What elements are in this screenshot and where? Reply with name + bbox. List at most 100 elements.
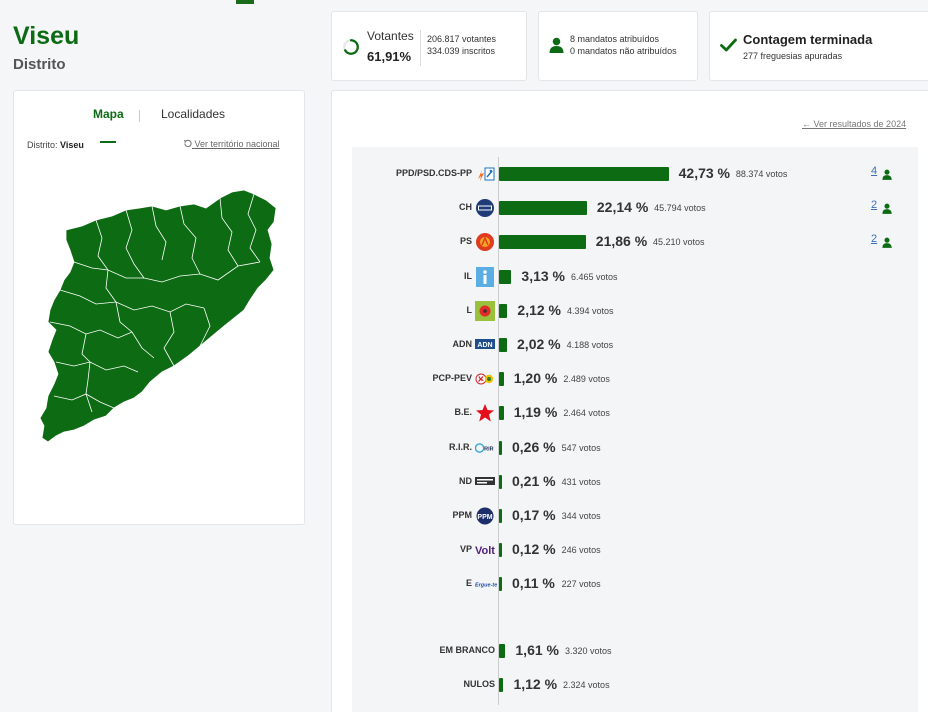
vote-count: 2.489 votos [563, 374, 610, 385]
svg-text:PPM: PPM [477, 514, 492, 521]
inscritos-count: 334.039 inscritos [427, 46, 496, 56]
votantes-card: Votantes 61,91% 206.817 votantes 334.039… [331, 11, 527, 81]
mandatos-card: 8 mandatos atribuídos 0 mandatos não atr… [538, 11, 698, 81]
rir-logo: RIR [474, 438, 495, 458]
vote-count: 2.324 votos [563, 680, 610, 690]
vote-percentage: 1,19 % [513, 404, 558, 421]
person-icon [882, 201, 892, 219]
district-shape[interactable] [39, 189, 277, 443]
vote-bar [499, 577, 502, 592]
turnout-progress-icon [343, 39, 359, 55]
vote-percentage: 0,17 % [512, 507, 556, 523]
ppm-logo: PPM [475, 506, 495, 526]
party-row: L 2,12 % 4.394 votos [352, 300, 918, 321]
party-row: PPD/PSD.CDS-PP 42,73 % 88.374 votos 4 [352, 164, 918, 184]
vote-percentage: 42,73 % [678, 165, 730, 181]
vote-bar [499, 303, 508, 318]
vote-percentage: 21,86 % [595, 233, 648, 250]
psd-cds-logo [475, 164, 495, 184]
chart-axis [498, 157, 499, 705]
vote-bar [499, 235, 586, 250]
vote-percentage: 1,20 % [513, 370, 558, 387]
top-accent-bar [236, 0, 254, 4]
vote-count: 6.465 votos [571, 271, 618, 282]
results-chart: PPD/PSD.CDS-PP 42,73 % 88.374 votos 4 CH 22,1… [352, 147, 918, 712]
tab-mapa[interactable]: Mapa [93, 107, 124, 121]
district-map[interactable] [34, 186, 280, 456]
ver-resultados-2024-link[interactable]: ← Ver resultados de 2024 [802, 119, 906, 129]
municipality-borders [49, 193, 261, 413]
vote-bar [499, 643, 506, 658]
party-name: L [466, 304, 473, 315]
seats-link[interactable]: 2 [871, 233, 878, 246]
vote-bar [499, 474, 502, 489]
party-row: ND 0,21 % 431 votos [352, 472, 918, 492]
party-name: E [465, 578, 472, 589]
vote-bar [499, 201, 587, 216]
party-row: NULOS 1,12 % 2.324 votos [352, 675, 918, 695]
ps-logo [475, 232, 495, 252]
ergue-te-logo: Ergue-te [475, 574, 497, 594]
vote-bar [499, 543, 502, 558]
contagem-sub: 277 freguesias apuradas [743, 51, 843, 61]
party-row: R.I.R. RIR 0,26 % 547 votos [352, 438, 918, 458]
vote-percentage: 0,21 % [512, 472, 556, 489]
ver-resultados-label: Ver resultados de 2024 [813, 119, 907, 129]
mandatos-atribuidos: 8 mandatos atribuídos [570, 34, 660, 44]
person-icon [549, 37, 564, 53]
party-row: E Ergue-te 0,11 % 227 votos [352, 574, 918, 594]
vote-count: 344 votos [561, 511, 601, 521]
party-name: R.I.R. [448, 441, 472, 452]
check-icon [720, 38, 737, 52]
arrow-left-icon: ← [802, 119, 811, 129]
ver-territorio-label: Ver território nacional [194, 139, 280, 149]
vote-percentage: 1,12 % [513, 676, 558, 692]
ver-territorio-nacional-link[interactable]: Ver território nacional [183, 139, 280, 149]
distrito-label: Distrito: [27, 140, 58, 150]
seats-link[interactable]: 4 [871, 165, 878, 177]
vote-percentage: 1,61 % [515, 641, 559, 658]
vote-bar [499, 440, 502, 455]
tab-localidades[interactable]: Localidades [161, 107, 226, 121]
votantes-count: 206.817 votantes [427, 34, 497, 44]
vote-count: 2.464 votos [563, 408, 610, 419]
party-row: VP Volt 0,12 % 246 votos [352, 540, 918, 560]
vote-count: 4.188 votos [566, 340, 614, 350]
vote-bar [499, 338, 508, 352]
vote-count: 4.394 votos [567, 305, 614, 316]
party-name: NULOS [463, 679, 496, 689]
vote-count: 547 votos [561, 442, 601, 453]
vote-bar [499, 269, 512, 284]
be-logo [475, 403, 495, 423]
vote-percentage: 2,02 % [517, 336, 561, 352]
votantes-label: Votantes [367, 29, 414, 43]
party-name: PCP-PEV [432, 373, 472, 384]
party-name: ND [459, 475, 472, 486]
tab-divider [139, 110, 140, 122]
mandatos-nao-atribuidos: 0 mandatos não atribuídos [570, 46, 677, 56]
party-row: IL 3,13 % 6.465 votos [352, 266, 918, 287]
party-name: EM BRANCO [439, 644, 496, 655]
party-name: ADN [452, 339, 473, 349]
party-name: VP [459, 544, 472, 555]
active-tab-indicator [100, 141, 116, 143]
vote-percentage: 22,14 % [596, 199, 649, 216]
party-row: CH 22,14 % 45.794 votos 2 [352, 198, 918, 218]
vote-count: 3.320 votos [564, 645, 612, 656]
vote-count: 88.374 votos [735, 169, 788, 179]
divider [420, 30, 421, 66]
livre-logo [475, 300, 495, 321]
vote-count: 431 votos [561, 476, 601, 487]
adn-logo: ADN [475, 335, 495, 355]
volt-logo: Volt [475, 540, 495, 560]
votantes-pct: 61,91% [367, 49, 412, 64]
person-icon [882, 167, 892, 185]
results-card: ← Ver resultados de 2024 PPD/PSD.CDS-PP 4… [331, 90, 928, 712]
history-icon [183, 139, 192, 148]
party-name: B.E. [454, 407, 472, 418]
person-icon [882, 235, 892, 253]
party-row: PPM PPM 0,17 % 344 votos [352, 506, 918, 526]
seats-link[interactable]: 2 [871, 199, 878, 212]
party-row: PS 21,86 % 45.210 votos 2 [352, 232, 918, 252]
view-tabs: Mapa Localidades [14, 107, 304, 143]
